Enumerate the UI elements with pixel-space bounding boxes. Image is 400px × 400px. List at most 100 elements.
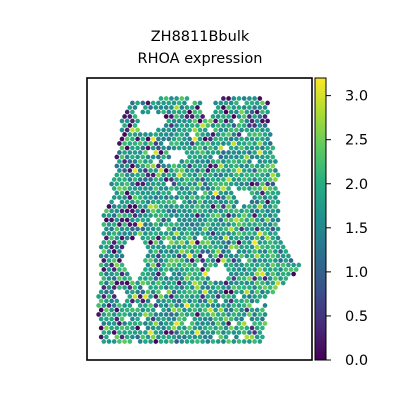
spot bbox=[223, 136, 229, 142]
spot bbox=[156, 244, 161, 250]
spot bbox=[275, 253, 281, 259]
spot bbox=[218, 325, 224, 331]
spot bbox=[257, 150, 263, 155]
spot bbox=[143, 240, 148, 245]
spot bbox=[226, 177, 231, 182]
spot bbox=[119, 271, 125, 277]
spot bbox=[270, 217, 276, 223]
spot bbox=[205, 123, 211, 128]
spot bbox=[260, 190, 265, 196]
spot bbox=[111, 177, 117, 182]
spot bbox=[265, 172, 270, 178]
spot bbox=[150, 262, 156, 268]
spot bbox=[166, 334, 172, 340]
spot bbox=[260, 253, 265, 259]
spot bbox=[262, 294, 268, 299]
spot bbox=[106, 312, 112, 317]
spot bbox=[148, 132, 153, 137]
spot bbox=[228, 172, 234, 178]
spot bbox=[117, 285, 122, 290]
spot bbox=[156, 127, 161, 133]
spot bbox=[135, 298, 140, 304]
spot bbox=[234, 289, 239, 295]
spot bbox=[137, 285, 143, 290]
spot bbox=[156, 217, 161, 223]
spot bbox=[158, 249, 164, 254]
spot bbox=[101, 213, 107, 218]
spot bbox=[137, 276, 143, 281]
spot bbox=[145, 109, 151, 115]
spot bbox=[228, 118, 234, 124]
spot bbox=[260, 199, 265, 205]
spot bbox=[213, 145, 218, 151]
spot bbox=[135, 217, 140, 223]
spot bbox=[182, 262, 187, 268]
spot bbox=[192, 316, 198, 322]
spot bbox=[195, 123, 200, 128]
spot bbox=[213, 235, 218, 241]
spot bbox=[127, 339, 133, 344]
spot bbox=[179, 195, 185, 200]
spot bbox=[161, 244, 166, 250]
spot bbox=[254, 289, 260, 295]
spot bbox=[158, 339, 164, 344]
spot bbox=[192, 226, 198, 232]
spot bbox=[143, 330, 148, 335]
spot bbox=[117, 150, 122, 155]
spot bbox=[187, 127, 192, 133]
spot bbox=[122, 276, 127, 281]
spot bbox=[122, 141, 127, 146]
spot bbox=[202, 244, 208, 250]
spot bbox=[267, 240, 273, 245]
spot bbox=[260, 217, 265, 223]
spot bbox=[132, 231, 138, 236]
spot bbox=[234, 235, 239, 241]
spot bbox=[228, 271, 234, 277]
spot bbox=[109, 244, 114, 250]
spot bbox=[124, 118, 130, 124]
spot bbox=[260, 325, 265, 331]
spot bbox=[215, 294, 221, 299]
spot bbox=[221, 294, 226, 299]
spot bbox=[231, 312, 237, 317]
spot bbox=[257, 312, 263, 317]
spot bbox=[208, 163, 213, 169]
spot bbox=[130, 136, 135, 142]
spot bbox=[231, 258, 237, 263]
spot bbox=[257, 258, 263, 263]
spot bbox=[182, 334, 187, 340]
spot bbox=[213, 181, 218, 187]
spot bbox=[244, 298, 250, 304]
spot bbox=[187, 217, 192, 223]
spot bbox=[213, 100, 218, 106]
spot bbox=[270, 235, 276, 241]
spot bbox=[244, 127, 250, 133]
spot bbox=[218, 235, 224, 241]
spot bbox=[166, 208, 172, 214]
spot bbox=[166, 307, 172, 313]
spot bbox=[148, 330, 153, 335]
spot bbox=[153, 231, 159, 236]
spot bbox=[176, 271, 182, 277]
spot bbox=[273, 222, 278, 227]
spot bbox=[163, 267, 169, 272]
spot bbox=[184, 123, 190, 128]
spot bbox=[184, 105, 190, 110]
spot bbox=[114, 271, 120, 277]
spot bbox=[96, 312, 101, 317]
spot bbox=[215, 339, 221, 344]
spot bbox=[202, 145, 208, 151]
spot bbox=[241, 168, 247, 173]
spot bbox=[161, 154, 166, 160]
spot bbox=[296, 262, 302, 268]
spot bbox=[197, 307, 203, 313]
spot bbox=[210, 330, 216, 335]
spot bbox=[163, 321, 169, 326]
spot bbox=[158, 240, 164, 245]
spot bbox=[231, 222, 237, 227]
spot bbox=[117, 177, 122, 182]
spot bbox=[218, 163, 224, 169]
spot bbox=[208, 289, 213, 295]
spot bbox=[265, 199, 270, 205]
spot bbox=[215, 159, 221, 164]
